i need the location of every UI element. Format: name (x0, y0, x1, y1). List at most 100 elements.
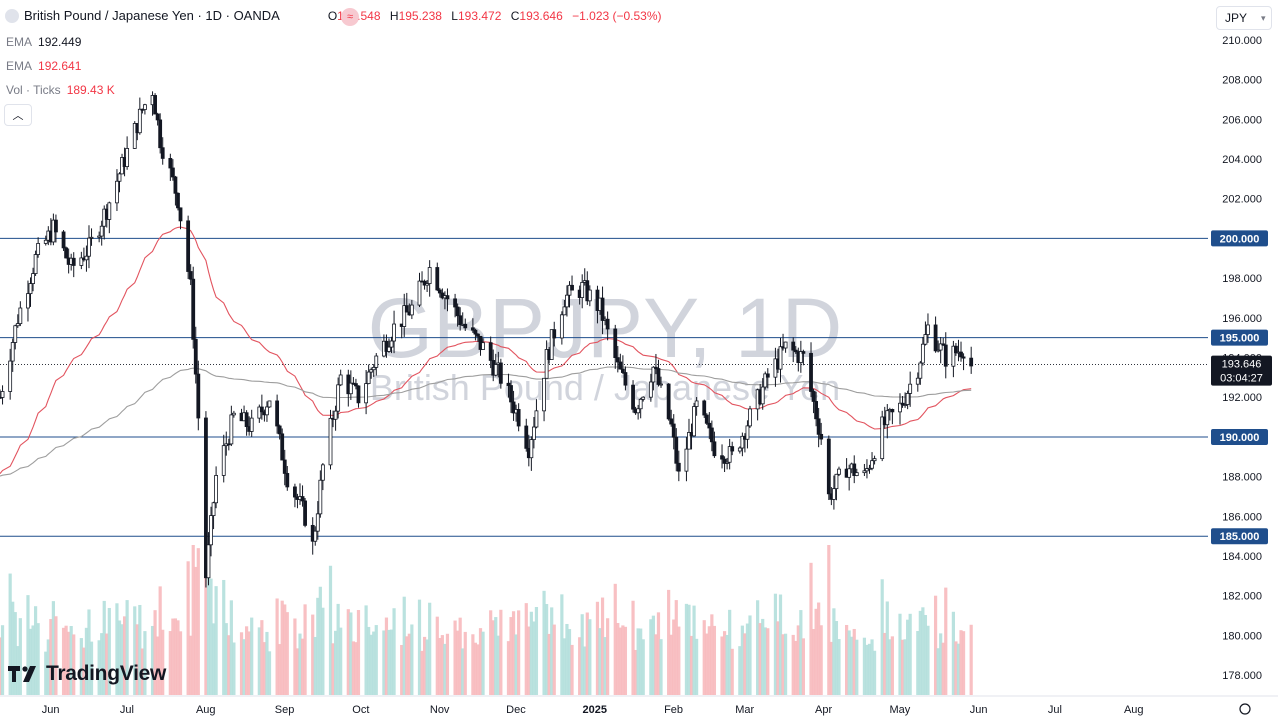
volume-bar (456, 630, 460, 695)
volume-bar (135, 624, 139, 695)
candle-body (371, 366, 376, 371)
indicator-ema-1[interactable]: EMA 192.449 (6, 35, 82, 49)
candle-body (847, 468, 852, 478)
volume-bar (461, 648, 465, 695)
volume-bar (209, 578, 213, 695)
volume-bar (639, 628, 643, 695)
candle-body (587, 289, 592, 302)
volume-bar (766, 628, 770, 695)
volume-bar (489, 610, 493, 695)
candle-body (176, 192, 180, 209)
volume-bar (745, 623, 750, 695)
volume-bar (870, 639, 874, 695)
volume-bar (107, 607, 111, 695)
volume-bar (150, 625, 155, 695)
volume-bar (211, 623, 216, 695)
volume-bar (13, 612, 17, 695)
candle-body (712, 441, 717, 457)
volume-bar (898, 613, 902, 695)
time-tick-label: Jul (120, 704, 134, 716)
candle-body (160, 147, 165, 159)
candle-body (811, 391, 816, 402)
candle-body (155, 113, 160, 121)
symbol-title[interactable]: British Pound / Japanese Yen · 1D · OAND… (24, 8, 280, 23)
volume-bar (125, 600, 129, 695)
candle-body (61, 231, 66, 249)
volume-bar (417, 599, 422, 695)
volume-bar (364, 605, 368, 695)
candle-body (791, 341, 796, 351)
volume-bar (834, 621, 839, 695)
volume-bar (473, 642, 478, 695)
collapse-legend-button[interactable]: ︿ (4, 104, 32, 126)
volume-bar (545, 604, 549, 695)
volume-bar (499, 609, 503, 695)
volume-bar (603, 637, 607, 695)
compare-icon[interactable]: ≈ (341, 8, 359, 26)
candle-body (437, 289, 442, 294)
candle-body (249, 417, 254, 432)
volume-bar (845, 624, 849, 695)
volume-bar (122, 616, 127, 695)
volume-bar (773, 593, 778, 695)
candle-body (392, 323, 396, 342)
volume-bar (702, 620, 706, 695)
volume-bar (295, 648, 300, 695)
candle-body (722, 458, 727, 464)
volume-bar (18, 618, 22, 695)
price-tick-label: 196.000 (1222, 313, 1262, 325)
volume-bar (674, 600, 678, 695)
volume-bar (0, 625, 5, 695)
volume-bar (410, 624, 414, 695)
volume-bar (440, 635, 444, 695)
volume-bar (692, 605, 696, 695)
candle-body (765, 373, 770, 378)
time-tick-label: Nov (430, 704, 450, 716)
volume-bar (321, 607, 325, 695)
volume-bar (763, 627, 767, 695)
tradingview-logo[interactable]: TradingView (8, 662, 166, 686)
volume-bar (232, 642, 236, 695)
volume-bar (356, 610, 361, 695)
candle-body (369, 369, 374, 373)
candle-body (870, 460, 874, 469)
volume-bar (31, 625, 35, 695)
volume-bar (458, 617, 462, 695)
candle-body (900, 402, 905, 406)
candle-body (493, 364, 498, 376)
candle-body (193, 338, 198, 375)
candle-body (366, 371, 371, 384)
volume-bar (0, 637, 2, 695)
volume-bar (542, 590, 546, 695)
chevron-down-icon: ▾ (1261, 12, 1266, 23)
indicator-ema-2[interactable]: EMA 192.641 (6, 59, 82, 73)
indicator-volume[interactable]: Vol · Ticks 189.43 K (6, 83, 115, 97)
candle-body (816, 418, 821, 435)
candle-body (26, 293, 30, 309)
volume-bar (560, 594, 564, 695)
candle-body (659, 383, 663, 386)
candle-body (231, 412, 236, 416)
volume-bar (506, 641, 511, 695)
candle-body (831, 488, 836, 500)
candle-body (620, 368, 625, 373)
candle-body (188, 271, 193, 280)
volume-bar (689, 635, 694, 695)
volume-bar (311, 614, 315, 695)
volume-bar (511, 611, 516, 695)
volume-bar (26, 595, 30, 695)
volume-bar (422, 636, 427, 695)
volume-bar (656, 612, 661, 695)
volume-bar (527, 626, 531, 695)
candle-body (427, 267, 432, 284)
candle-body (959, 351, 963, 358)
volume-bar (84, 627, 89, 695)
volume-bar (669, 634, 673, 695)
chart-legend: British Pound / Japanese Yen · 1D · OAND… (6, 8, 668, 23)
volume-bar (552, 624, 556, 695)
candle-body (516, 409, 521, 427)
candle-body (387, 346, 391, 352)
currency-selector[interactable]: JPY ▾ (1216, 6, 1272, 30)
volume-bar (509, 617, 513, 695)
